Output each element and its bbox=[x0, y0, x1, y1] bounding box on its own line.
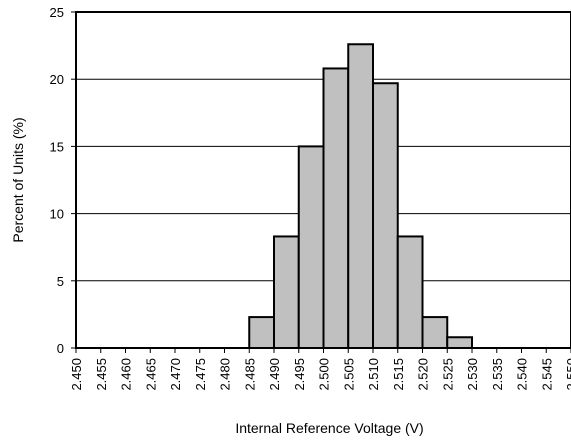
y-tick-label-5: 5 bbox=[57, 274, 64, 289]
y-tick-label-25: 25 bbox=[50, 5, 64, 20]
x-tick-label-2.450: 2.450 bbox=[69, 358, 84, 391]
y-tick-label-0: 0 bbox=[57, 341, 64, 356]
bar-2.485-2.490 bbox=[248, 316, 275, 350]
bar-2.525-2.530 bbox=[446, 336, 473, 349]
bar-2.505-2.510 bbox=[347, 43, 374, 349]
x-tick-label-2.545: 2.545 bbox=[539, 358, 554, 391]
x-axis-label: Internal Reference Voltage (V) bbox=[235, 420, 423, 436]
x-tick-label-2.540: 2.540 bbox=[515, 358, 530, 391]
bar-2.490-2.495 bbox=[273, 235, 300, 349]
y-axis-label: Percent of Units (%) bbox=[10, 117, 26, 242]
x-tick-label-2.470: 2.470 bbox=[168, 358, 183, 391]
y-tick-label-15: 15 bbox=[50, 139, 64, 154]
x-tick-label-2.505: 2.505 bbox=[341, 358, 356, 391]
x-axis-ticks: 2.450 2.455 2.460 2.465 2.470 2.475 2.480 2.485… bbox=[69, 348, 571, 391]
x-tick-label-2.500: 2.500 bbox=[317, 358, 332, 391]
x-tick-label-2.495: 2.495 bbox=[292, 358, 307, 391]
x-tick-label-2.535: 2.535 bbox=[490, 358, 505, 391]
y-axis-ticks: 0 5 10 15 20 25 bbox=[50, 5, 76, 356]
x-tick-label-2.490: 2.490 bbox=[267, 358, 282, 391]
bar-2.510-2.515 bbox=[372, 82, 399, 350]
x-tick-label-2.480: 2.480 bbox=[218, 358, 233, 391]
x-tick-label-2.460: 2.460 bbox=[119, 358, 134, 391]
x-tick-label-2.465: 2.465 bbox=[143, 358, 158, 391]
bar-2.500-2.505 bbox=[322, 67, 350, 349]
y-tick-label-10: 10 bbox=[50, 207, 64, 222]
x-tick-label-2.525: 2.525 bbox=[440, 358, 455, 391]
y-tick-label-20: 20 bbox=[50, 72, 64, 87]
x-tick-label-2.510: 2.510 bbox=[366, 358, 381, 391]
x-tick-label-2.515: 2.515 bbox=[391, 358, 406, 391]
x-tick-label-2.550: 2.550 bbox=[564, 358, 571, 391]
x-tick-label-2.530: 2.530 bbox=[465, 358, 480, 391]
bar-2.495-2.500 bbox=[297, 145, 325, 349]
bar-2.520-2.525 bbox=[421, 316, 449, 350]
x-tick-label-2.475: 2.475 bbox=[193, 358, 208, 391]
x-tick-label-2.485: 2.485 bbox=[242, 358, 257, 391]
x-tick-label-2.520: 2.520 bbox=[416, 358, 431, 391]
bar-2.515-2.520 bbox=[396, 235, 424, 349]
bars bbox=[248, 43, 473, 350]
x-tick-label-2.455: 2.455 bbox=[94, 358, 109, 391]
